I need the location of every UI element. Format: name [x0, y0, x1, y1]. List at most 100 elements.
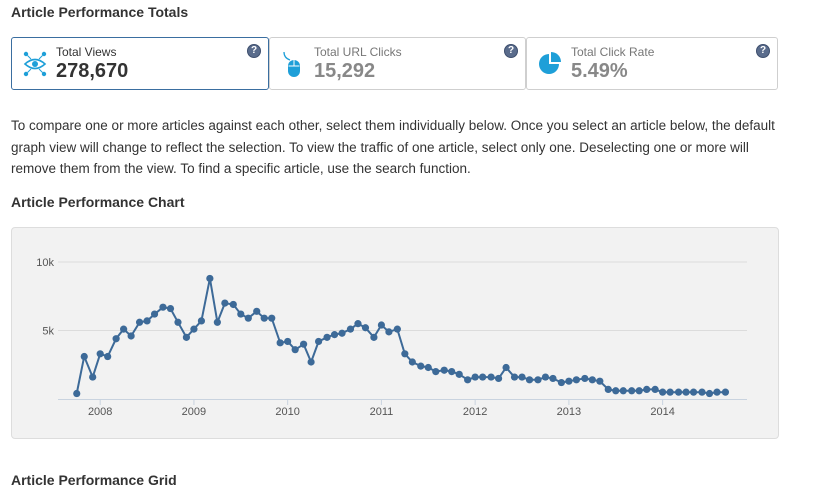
- x-tick-label: 2010: [275, 406, 299, 418]
- data-point[interactable]: [455, 370, 463, 378]
- views-icon: [23, 51, 47, 77]
- data-point[interactable]: [557, 378, 565, 387]
- data-point[interactable]: [174, 318, 182, 326]
- data-point[interactable]: [346, 325, 355, 333]
- data-point[interactable]: [80, 352, 88, 361]
- data-point[interactable]: [448, 368, 456, 376]
- data-point[interactable]: [73, 389, 81, 398]
- data-point[interactable]: [674, 388, 683, 396]
- data-point[interactable]: [268, 314, 276, 322]
- help-icon[interactable]: ?: [504, 44, 518, 58]
- data-point[interactable]: [197, 317, 206, 325]
- data-point[interactable]: [604, 385, 612, 394]
- data-point[interactable]: [159, 303, 167, 311]
- data-point[interactable]: [166, 304, 175, 313]
- data-point[interactable]: [417, 362, 425, 370]
- data-point[interactable]: [89, 373, 97, 381]
- stat-card-total-click-rate[interactable]: Total Click Rate 5.49% ?: [526, 37, 778, 90]
- data-point[interactable]: [338, 329, 346, 337]
- data-point[interactable]: [487, 373, 495, 381]
- stat-label: Total Click Rate: [571, 45, 655, 59]
- data-point[interactable]: [525, 376, 534, 384]
- data-point[interactable]: [300, 340, 308, 348]
- data-point[interactable]: [237, 310, 245, 318]
- data-point[interactable]: [127, 332, 135, 340]
- data-point[interactable]: [150, 310, 159, 318]
- mouse-icon: [283, 51, 300, 77]
- x-tick-label: 2008: [88, 406, 112, 418]
- data-point[interactable]: [494, 374, 503, 383]
- data-point[interactable]: [284, 337, 292, 346]
- y-tick-label: 5k: [42, 326, 54, 338]
- data-point[interactable]: [244, 314, 252, 322]
- data-point[interactable]: [659, 388, 667, 396]
- data-point[interactable]: [276, 339, 284, 347]
- help-icon[interactable]: ?: [756, 44, 770, 58]
- data-point[interactable]: [291, 346, 299, 354]
- data-point[interactable]: [541, 373, 550, 381]
- data-point[interactable]: [315, 337, 323, 346]
- data-point[interactable]: [502, 363, 510, 372]
- chart-section-title: Article Performance Chart: [11, 194, 185, 210]
- data-point[interactable]: [120, 325, 128, 333]
- data-point[interactable]: [190, 325, 198, 333]
- data-point[interactable]: [689, 388, 698, 396]
- data-point[interactable]: [221, 299, 229, 307]
- data-point[interactable]: [182, 333, 191, 341]
- data-point[interactable]: [612, 387, 620, 395]
- data-point[interactable]: [572, 376, 580, 384]
- data-point[interactable]: [408, 358, 416, 366]
- data-point[interactable]: [385, 328, 393, 336]
- data-point[interactable]: [143, 317, 151, 325]
- data-point[interactable]: [377, 321, 386, 329]
- data-point[interactable]: [635, 387, 643, 395]
- data-point[interactable]: [682, 388, 690, 396]
- data-point[interactable]: [393, 325, 401, 333]
- data-point[interactable]: [628, 387, 636, 395]
- data-point[interactable]: [96, 350, 104, 358]
- data-point[interactable]: [440, 366, 448, 374]
- data-point[interactable]: [471, 373, 479, 381]
- data-point[interactable]: [619, 387, 627, 395]
- data-point[interactable]: [370, 333, 378, 341]
- x-tick-label: 2013: [557, 406, 581, 418]
- data-point[interactable]: [213, 318, 221, 326]
- data-point[interactable]: [643, 385, 651, 394]
- data-point[interactable]: [510, 373, 519, 381]
- data-point[interactable]: [424, 363, 432, 372]
- data-point[interactable]: [534, 376, 542, 384]
- data-point[interactable]: [549, 374, 557, 383]
- x-tick-label: 2009: [182, 406, 206, 418]
- totals-section-title: Article Performance Totals: [11, 4, 189, 20]
- data-point[interactable]: [361, 324, 370, 332]
- help-icon[interactable]: ?: [247, 44, 261, 58]
- data-point[interactable]: [112, 335, 120, 343]
- data-point[interactable]: [307, 358, 315, 366]
- data-point[interactable]: [206, 274, 214, 283]
- data-point[interactable]: [581, 374, 589, 383]
- data-point[interactable]: [135, 318, 144, 326]
- data-point[interactable]: [596, 377, 604, 385]
- stat-card-total-url-clicks[interactable]: Total URL Clicks 15,292 ?: [269, 37, 526, 90]
- data-point[interactable]: [330, 331, 339, 339]
- data-point[interactable]: [705, 389, 714, 398]
- data-point[interactable]: [464, 376, 472, 384]
- data-point[interactable]: [354, 320, 362, 328]
- data-point[interactable]: [479, 373, 487, 381]
- data-point[interactable]: [588, 376, 596, 384]
- data-point[interactable]: [260, 314, 268, 322]
- data-point[interactable]: [104, 352, 112, 361]
- data-point[interactable]: [713, 388, 721, 396]
- data-point[interactable]: [432, 368, 440, 376]
- data-point[interactable]: [229, 300, 237, 309]
- data-point[interactable]: [565, 377, 573, 385]
- data-point[interactable]: [721, 388, 730, 396]
- stat-card-total-views[interactable]: Total Views 278,670 ?: [11, 37, 269, 90]
- data-point[interactable]: [323, 333, 331, 341]
- data-point[interactable]: [518, 373, 526, 381]
- data-point[interactable]: [401, 350, 409, 358]
- data-point[interactable]: [698, 388, 706, 396]
- data-point[interactable]: [651, 385, 659, 394]
- data-point[interactable]: [666, 388, 674, 396]
- data-point[interactable]: [253, 307, 261, 315]
